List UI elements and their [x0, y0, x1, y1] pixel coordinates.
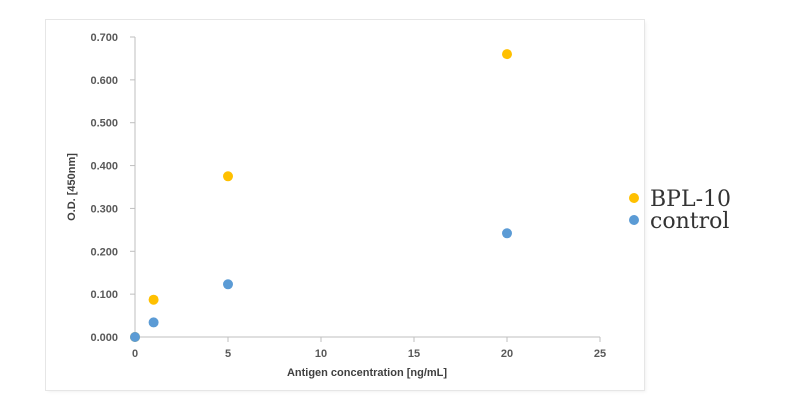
- data-point-control: [130, 332, 140, 342]
- y-tick-label: 0.400: [90, 161, 118, 173]
- data-point-control: [223, 279, 233, 290]
- x-tick-label: 20: [501, 348, 513, 360]
- data-point-bpl-10: [502, 49, 512, 60]
- x-tick-label: 5: [225, 348, 231, 360]
- chart-area: [46, 20, 644, 390]
- x-tick-label: 25: [594, 348, 606, 360]
- y-tick-label: 0.100: [90, 289, 118, 301]
- y-tick-label: 0.600: [90, 75, 118, 87]
- legend-marker: [629, 215, 639, 225]
- legend-marker: [629, 193, 639, 203]
- legend-label: control: [650, 209, 729, 234]
- x-axis-title: Antigen concentration [ng/mL]: [287, 367, 447, 379]
- x-tick-label: 10: [315, 348, 327, 360]
- data-point-control: [502, 228, 512, 239]
- data-points: [130, 49, 512, 342]
- data-point-bpl-10: [223, 171, 233, 182]
- x-tick-label: 0: [132, 348, 138, 360]
- y-tick-label: 0.000: [90, 332, 118, 344]
- y-tick-label: 0.700: [90, 32, 118, 44]
- y-tick-label: 0.300: [90, 203, 118, 215]
- y-axis-title: O.D. [450nm]: [66, 153, 78, 221]
- legend-label: BPL-10: [650, 187, 731, 212]
- data-point-control: [148, 317, 159, 328]
- data-point-bpl-10: [148, 294, 159, 305]
- y-tick-label: 0.500: [90, 118, 118, 130]
- axes: [134, 37, 600, 338]
- y-tick-labels: 0.000 0.100 0.200 0.300 0.400 0.500 0.600 0.700: [90, 32, 135, 344]
- x-tick-labels: 0 5 10 15 20 25: [132, 337, 606, 360]
- x-tick-label: 15: [408, 348, 420, 360]
- y-tick-label: 0.200: [90, 246, 118, 258]
